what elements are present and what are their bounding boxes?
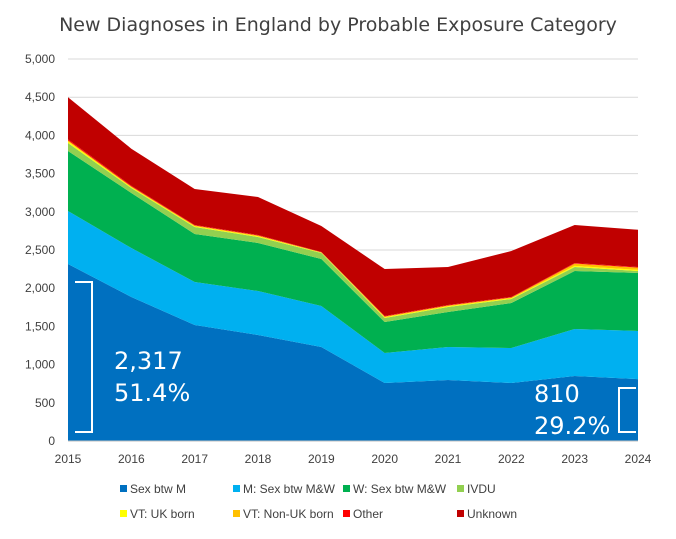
y-tick-label: 3,000 xyxy=(25,205,55,219)
x-tick-label: 2016 xyxy=(118,452,145,466)
chart-title: New Diagnoses in England by Probable Exp… xyxy=(59,14,617,36)
legend-swatch xyxy=(120,510,127,517)
y-tick-label: 500 xyxy=(35,396,55,410)
x-tick-label: 2024 xyxy=(625,452,652,466)
legend-swatch xyxy=(233,485,240,492)
legend-label: M: Sex btw M&W xyxy=(243,482,336,496)
x-tick-label: 2023 xyxy=(561,452,588,466)
x-tick-label: 2015 xyxy=(55,452,82,466)
legend-swatch xyxy=(343,510,350,517)
y-tick-label: 2,500 xyxy=(25,243,55,257)
x-tick-label: 2021 xyxy=(435,452,462,466)
annotation-bracket xyxy=(75,281,93,433)
y-tick-label: 1,000 xyxy=(25,358,55,372)
y-tick-label: 2,000 xyxy=(25,281,55,295)
y-tick-label: 3,500 xyxy=(25,167,55,181)
legend-label: W: Sex btw M&W xyxy=(353,482,447,496)
legend-label: Other xyxy=(353,507,383,521)
y-tick-label: 0 xyxy=(48,434,55,448)
x-tick-label: 2017 xyxy=(181,452,208,466)
y-tick-label: 5,000 xyxy=(25,52,55,66)
annotation-percent: 29.2% xyxy=(534,412,610,440)
annotation-value: 810 xyxy=(534,380,580,408)
legend-label: VT: UK born xyxy=(130,507,195,521)
legend-swatch xyxy=(457,510,464,517)
legend-swatch xyxy=(120,485,127,492)
x-tick-label: 2019 xyxy=(308,452,335,466)
area-ivdu xyxy=(68,143,638,322)
annotation-bracket xyxy=(618,387,636,433)
annotation-value: 2,317 xyxy=(114,347,183,375)
legend-swatch xyxy=(343,485,350,492)
legend-label: VT: Non-UK born xyxy=(243,507,334,521)
area-sex-btw-m xyxy=(68,263,638,441)
legend-label: Sex btw M xyxy=(130,482,186,496)
y-tick-label: 1,500 xyxy=(25,319,55,333)
legend-swatch xyxy=(457,485,464,492)
legend-label: Unknown xyxy=(467,507,517,521)
y-tick-label: 4,500 xyxy=(25,90,55,104)
legend-swatch xyxy=(233,510,240,517)
x-tick-label: 2020 xyxy=(371,452,398,466)
x-tick-label: 2018 xyxy=(245,452,272,466)
legend-label: IVDU xyxy=(467,482,496,496)
annotation-percent: 51.4% xyxy=(114,379,190,407)
area-w-sex-btw-m-w xyxy=(68,150,638,353)
area-m-sex-btw-m-w xyxy=(68,211,638,384)
x-tick-label: 2022 xyxy=(498,452,525,466)
y-tick-label: 4,000 xyxy=(25,128,55,142)
area-unknown xyxy=(68,97,638,317)
